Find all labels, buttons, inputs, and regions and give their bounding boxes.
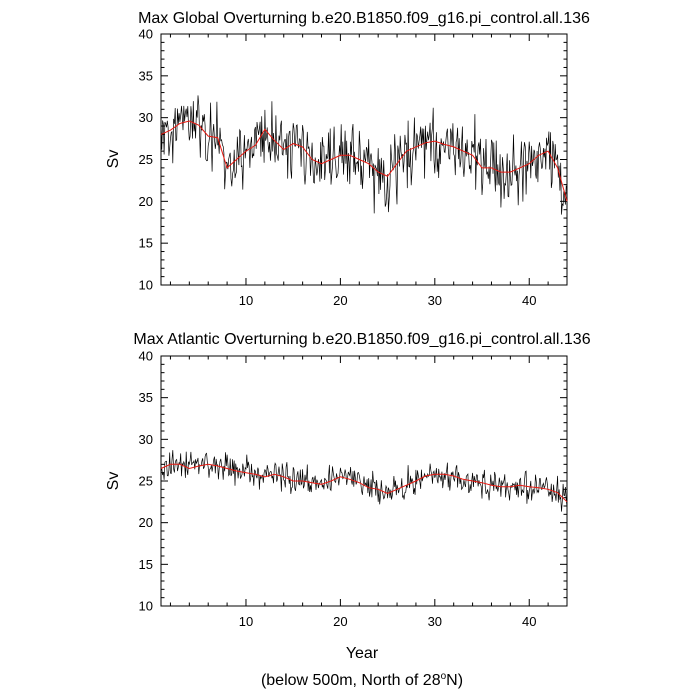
global-chart-title: Max Global Overturning b.e20.B1850.f09_g… (138, 10, 590, 27)
atlantic-ytick-label: 25 (139, 474, 153, 489)
caption-suffix: N) (446, 672, 463, 689)
atlantic-xtick-label: 10 (239, 614, 253, 629)
atlantic-ytick-label: 15 (139, 557, 153, 572)
atlantic-monthly-series-line (160, 450, 568, 512)
atlantic-xtick-label: 20 (333, 614, 347, 629)
global-ytick-label: 25 (139, 152, 153, 167)
global-xtick-label: 40 (522, 293, 536, 308)
atlantic-ytick-label: 20 (139, 515, 153, 530)
atlantic-chart-title: Max Atlantic Overturning b.e20.B1850.f09… (133, 331, 590, 348)
global-overturning-panel: Max Global Overturning b.e20.B1850.f09_g… (105, 10, 590, 308)
atlantic-xtick-label: 30 (428, 614, 442, 629)
global-annual-mean-line (160, 120, 568, 202)
atlantic-ytick-label: 40 (139, 349, 153, 364)
global-ytick-label: 35 (139, 68, 153, 83)
caption-prefix: (below 500m, North of 28 (261, 672, 441, 689)
global-xtick-label: 10 (239, 293, 253, 308)
atlantic-x-axis-label: Year (346, 645, 379, 662)
global-ytick-label: 15 (139, 236, 153, 251)
caption-degree-superscript: o (441, 671, 447, 682)
atlantic-y-axis-label: Sv (105, 472, 122, 491)
global-monthly-series-line (160, 95, 568, 215)
global-ytick-label: 40 (139, 27, 153, 42)
global-ytick-label: 10 (139, 278, 153, 293)
atlantic-ytick-label: 35 (139, 390, 153, 405)
global-ytick-label: 30 (139, 110, 153, 125)
figure-caption: (below 500m, North of 28oN) (261, 671, 463, 689)
global-y-axis-label: Sv (105, 150, 122, 169)
atlantic-ytick-label: 30 (139, 432, 153, 447)
atlantic-xtick-label: 40 (522, 614, 536, 629)
global-xtick-label: 30 (428, 293, 442, 308)
global-xtick-label: 20 (333, 293, 347, 308)
global-ytick-label: 20 (139, 194, 153, 209)
atlantic-overturning-panel: Max Atlantic Overturning b.e20.B1850.f09… (105, 331, 591, 662)
atlantic-annual-mean-line (160, 463, 568, 503)
atlantic-plot-frame (160, 355, 568, 607)
atlantic-ytick-label: 10 (139, 599, 153, 614)
